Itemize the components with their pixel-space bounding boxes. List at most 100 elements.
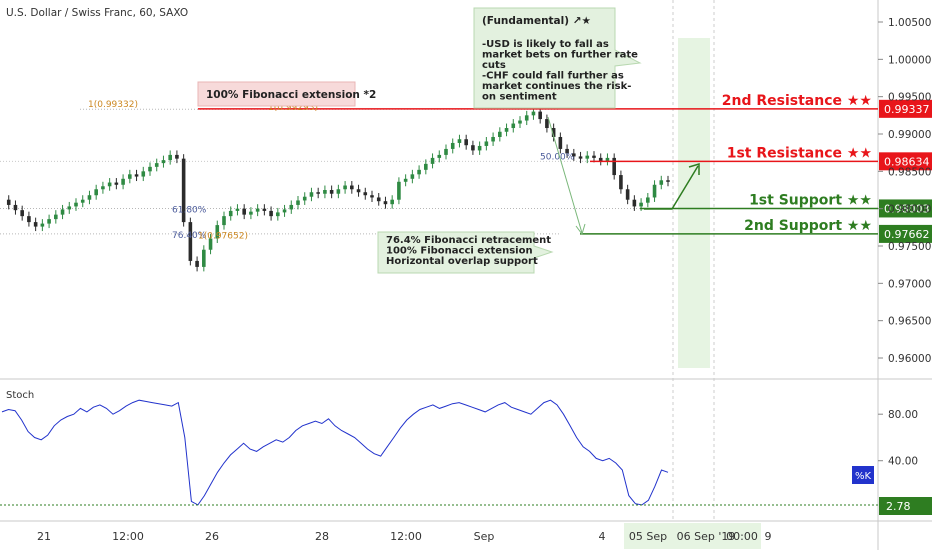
- k-badge: [852, 466, 874, 484]
- stoch-tick-label: 80.00: [888, 409, 918, 421]
- level-price-label: 0.99337: [884, 103, 930, 116]
- time-tick-label: 28: [315, 530, 329, 543]
- fib-label: 76.40%: [172, 231, 207, 241]
- price-tick-label: 0.97500: [888, 241, 931, 253]
- candle-body: [121, 178, 125, 185]
- time-tick-label: 06 Sep '19: [677, 530, 736, 543]
- candle-body: [289, 204, 294, 210]
- note-line: -CHF could fall further as: [482, 71, 624, 82]
- candle-body: [235, 208, 240, 211]
- candle-body: [370, 195, 374, 198]
- candle-body: [74, 202, 78, 207]
- candle-body: [551, 128, 556, 137]
- candle-body: [363, 192, 368, 196]
- candles: [6, 107, 670, 272]
- candle-body: [646, 197, 650, 203]
- candle-body: [430, 157, 435, 164]
- note-line: cuts: [482, 60, 506, 71]
- level-price-badge: [879, 152, 932, 171]
- note-line: market bets on further rate: [482, 50, 638, 61]
- candle-body: [80, 199, 85, 203]
- candle-body: [625, 189, 630, 200]
- candle-body: [296, 200, 300, 205]
- candle-body: [40, 223, 45, 227]
- candle-body: [659, 180, 664, 185]
- fib-label: 61.80%: [172, 205, 207, 215]
- candle-body: [47, 219, 51, 224]
- candle-body: [619, 175, 623, 190]
- candle-body: [498, 131, 502, 137]
- time-range-highlight: [624, 523, 761, 549]
- price-tick-label: 1.00500: [888, 17, 931, 29]
- candle-body: [175, 154, 179, 159]
- candle-body: [6, 199, 11, 205]
- note-line: -USD is likely to fall as: [482, 39, 609, 50]
- fundamental-text: -USD is likely to fall as market bets on …: [482, 39, 638, 103]
- candle-body: [397, 181, 401, 200]
- price-tick-label: 0.97000: [888, 278, 931, 290]
- note-line: 76.4% Fibonacci retracement: [386, 235, 551, 246]
- projection-arrow-up: [644, 165, 699, 210]
- price-tick-label: 0.98500: [888, 166, 931, 178]
- price-tick-label: 0.96000: [888, 353, 931, 365]
- candle-body: [390, 199, 394, 205]
- candle-body: [477, 145, 482, 151]
- candle-body: [101, 186, 105, 190]
- time-tick-label: 12:00: [390, 530, 422, 543]
- candle-body: [309, 192, 314, 197]
- level-price-badge: [879, 199, 932, 218]
- levels: 2nd Resistance ★★ 0.99337 1st Resistance ★…: [198, 93, 932, 243]
- candle-body: [464, 139, 468, 146]
- candle-body: [222, 216, 226, 226]
- level-price-label: 0.98634: [884, 155, 930, 168]
- level-name: 1st Support ★★: [749, 192, 872, 208]
- note-line: Horizontal overlap support: [386, 256, 538, 267]
- candle-body: [424, 163, 428, 170]
- level-name: 2nd Resistance ★★: [722, 93, 872, 109]
- candle-body: [484, 141, 489, 146]
- time-axis[interactable]: 21 12:00 26 28 12:00 Sep 4 05 Sep 06 Sep '1900:0…: [37, 523, 772, 549]
- candle-body: [450, 142, 455, 149]
- candle-body: [565, 148, 569, 154]
- level-price-badge: [879, 99, 932, 118]
- time-tick-label: 21: [37, 530, 51, 543]
- candle-body: [578, 156, 583, 159]
- candle-body: [208, 238, 213, 250]
- candle-body: [504, 128, 509, 132]
- candle-body: [27, 216, 31, 223]
- arrowhead-up: [688, 162, 700, 175]
- candle-body: [652, 184, 657, 198]
- candle-body: [457, 139, 462, 143]
- forecast-highlight: [678, 38, 710, 368]
- stoch-pane[interactable]: [0, 380, 878, 520]
- stoch-tick-label: 40.00: [888, 456, 918, 468]
- candle-body: [195, 260, 199, 267]
- candle-body: [302, 196, 307, 201]
- candle-body: [403, 178, 408, 182]
- candle-body: [444, 148, 448, 155]
- stoch-last-badge: [879, 497, 932, 515]
- candle-body: [376, 197, 381, 202]
- candle-body: [410, 174, 415, 179]
- support-note: 76.4% Fibonacci retracement 100% Fibonacc…: [377, 231, 554, 274]
- price-tick-label: 0.96500: [888, 316, 931, 328]
- candle-body: [632, 199, 637, 207]
- fib-label: 50.00%: [540, 152, 575, 162]
- candle-body: [639, 202, 643, 207]
- fib-labels: 1(0.99332) 1(0.99293) 50.00% 61.80% 76.40%1(…: [88, 100, 575, 241]
- note-line: on sentiment: [482, 92, 557, 103]
- projection-arrows: [644, 162, 700, 210]
- level-price-label: 0.98003: [884, 202, 930, 215]
- price-pane[interactable]: [0, 0, 878, 378]
- fib-label: 1(0.99332): [88, 100, 138, 110]
- candle-body: [605, 157, 610, 161]
- candle-body: [87, 195, 92, 200]
- price-axis[interactable]: 1.00500 1.00000 0.99500 0.99000 0.98500 0.980…: [878, 17, 931, 365]
- stoch-axis[interactable]: 80.00 40.00 2.78: [878, 409, 932, 515]
- candle-body: [343, 185, 347, 190]
- time-tick-label: 9: [765, 530, 772, 543]
- candle-body: [598, 157, 603, 161]
- candle-body: [531, 111, 536, 116]
- price-tick-label: 1.00000: [888, 54, 931, 66]
